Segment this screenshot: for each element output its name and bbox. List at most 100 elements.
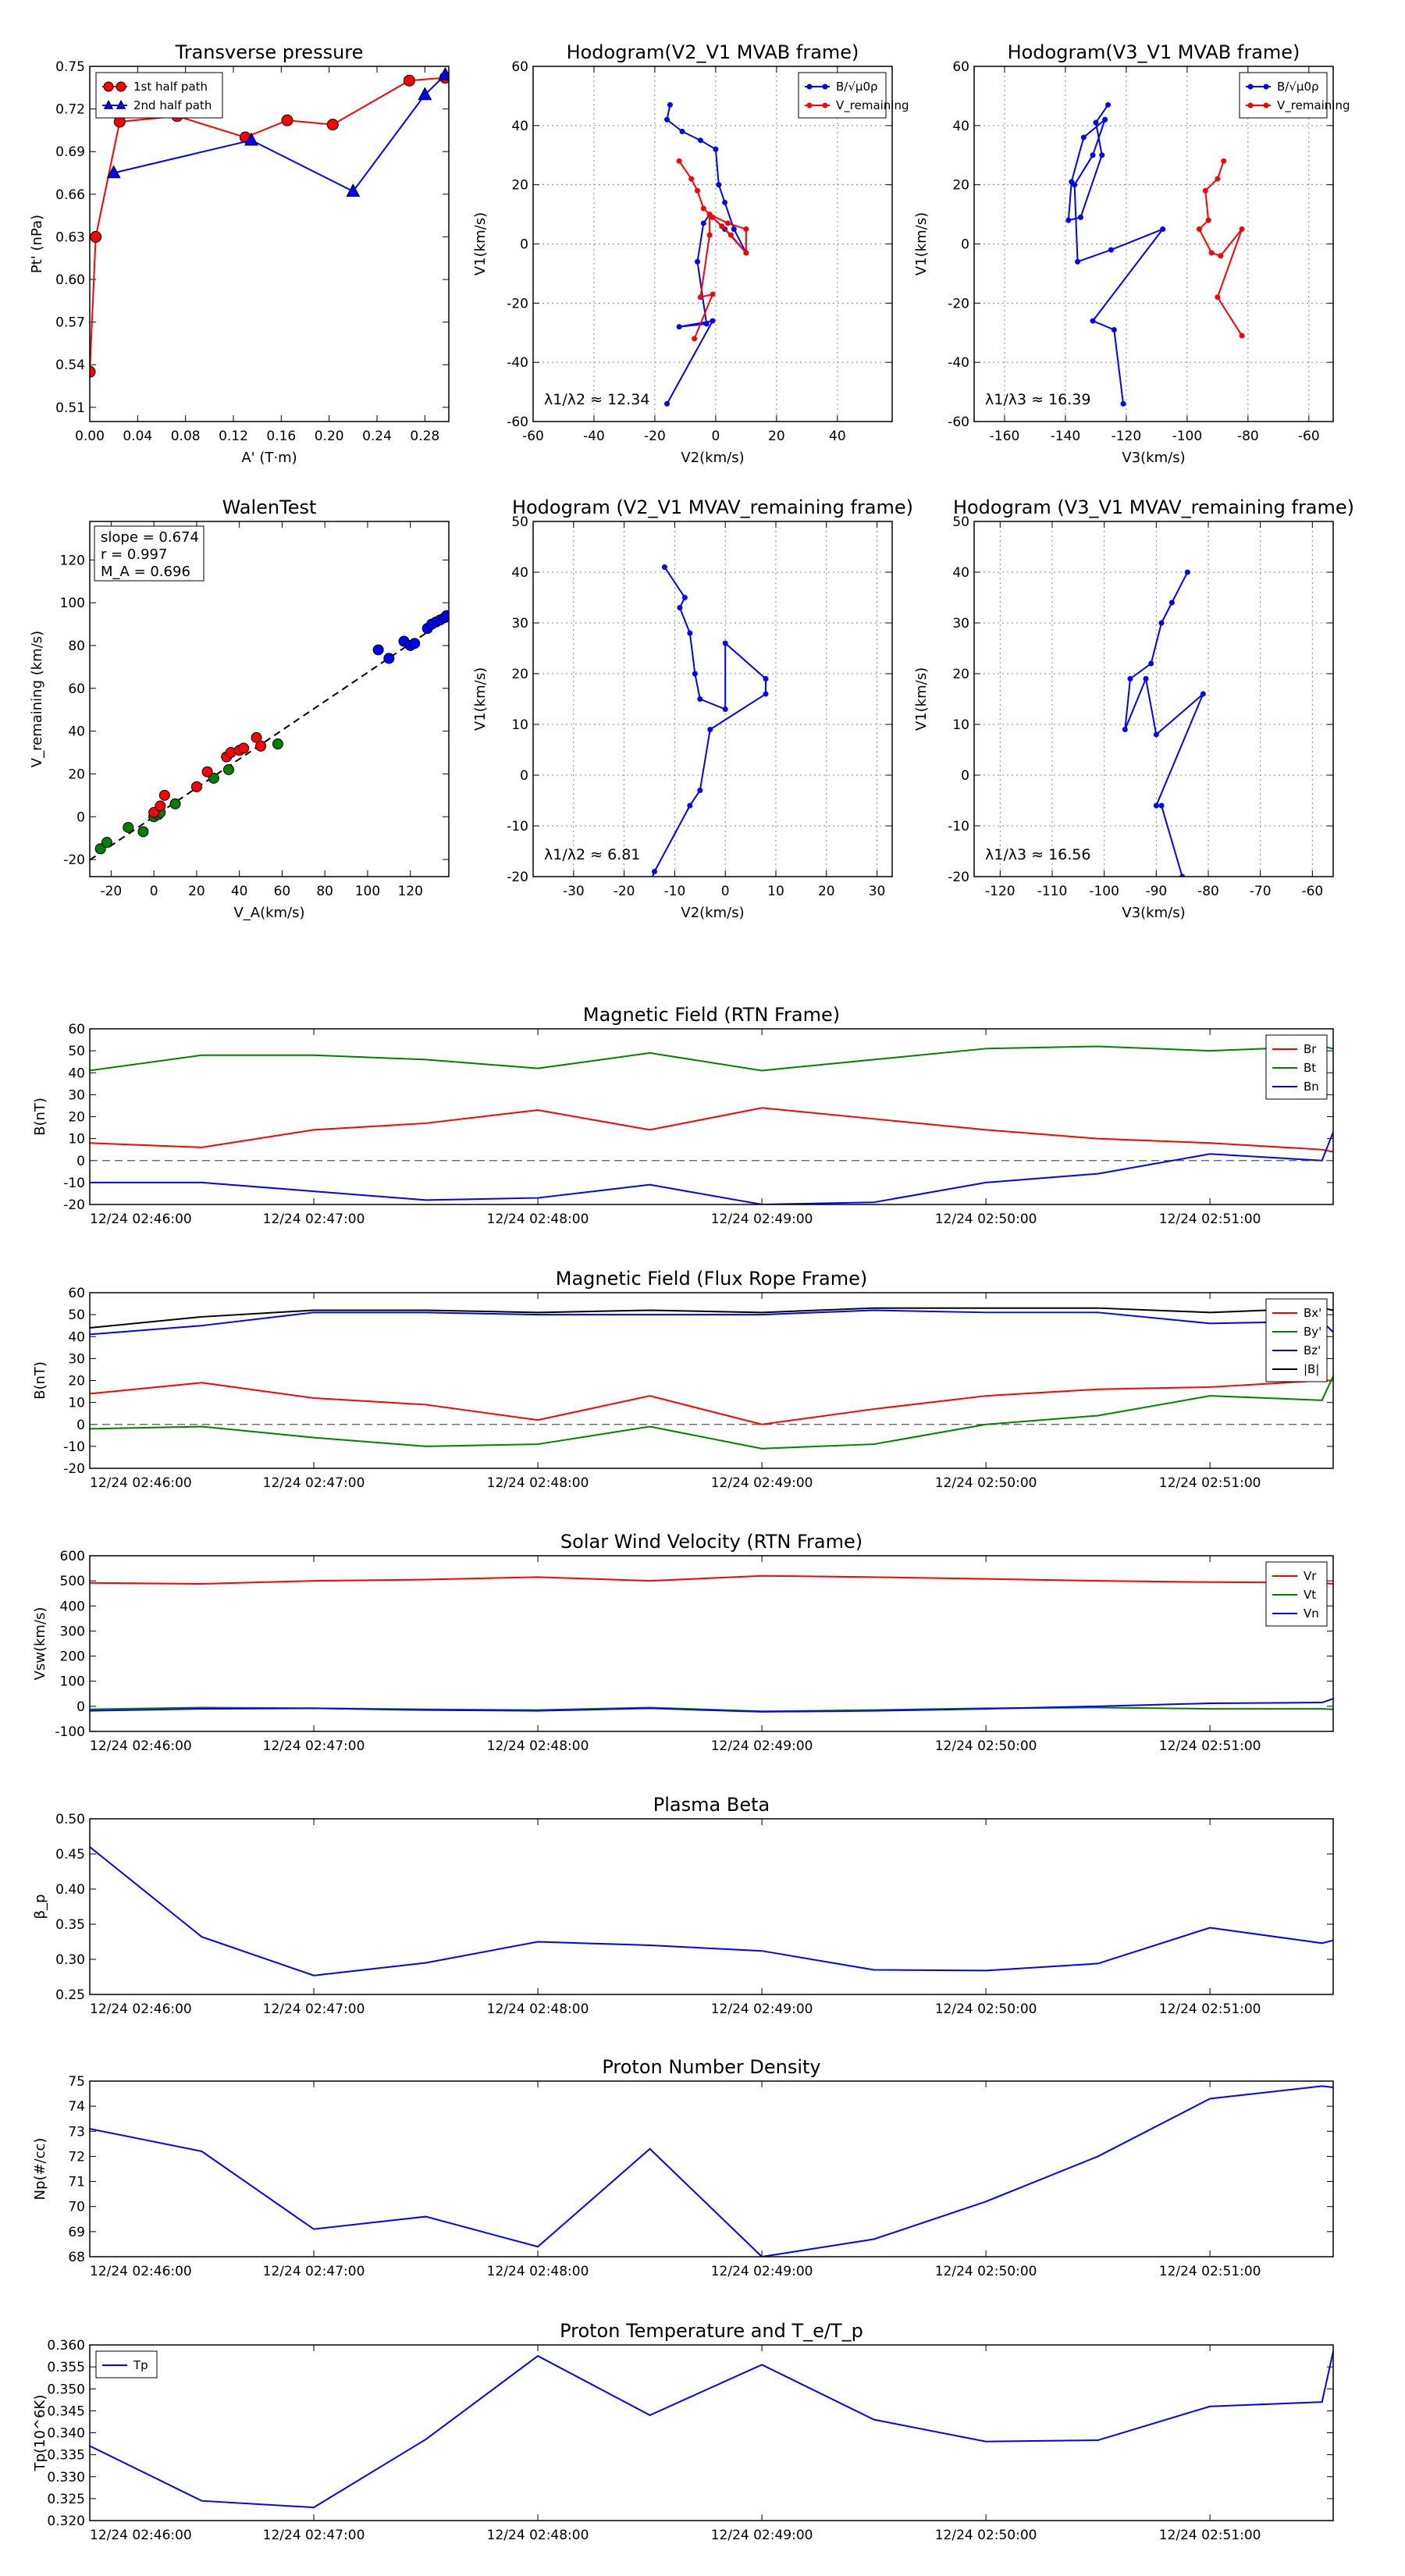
series-line-Br <box>90 1107 1333 1153</box>
data-point <box>137 826 149 838</box>
x-tick-label: -60 <box>1298 429 1320 444</box>
legend-label: 2nd half path <box>133 98 212 112</box>
chart-solar-wind-velocity: -100 0 100 200 300 400 500 600 12/24 02:46:00 12/… <box>32 1531 1334 1754</box>
stat-ma: M_A = 0.696 <box>101 564 190 580</box>
x-tick-label: 20 <box>818 884 835 899</box>
x-tick-label: -20 <box>614 884 635 899</box>
y-tick-label: 71 <box>68 2175 85 2190</box>
data-point <box>383 653 395 664</box>
data-point <box>1202 187 1208 194</box>
chart-title: Proton Temperature and T_e/T_p <box>560 2320 863 2342</box>
x-tick-label: 10 <box>767 884 784 899</box>
y-tick-label: -20 <box>948 870 969 885</box>
series-line-V_remaining <box>678 160 747 340</box>
data-point <box>1065 217 1072 223</box>
data-point <box>1108 247 1114 253</box>
y-tick-label: 20 <box>952 667 969 682</box>
time-tick-label: 12/24 02:51:00 <box>1159 2264 1261 2279</box>
data-point <box>676 158 682 164</box>
data-point <box>251 731 262 743</box>
x-tick-label: -30 <box>563 884 585 899</box>
x-tick-label: -80 <box>1237 429 1259 444</box>
chart-title: Transverse pressure <box>175 41 364 63</box>
data-point <box>1196 226 1202 233</box>
data-point <box>661 564 667 570</box>
chart-proton-temperature: 0.320 0.325 0.330 0.335 0.340 0.345 0.350 0.355… <box>32 2320 1334 2543</box>
data-point <box>116 81 126 92</box>
chart-title: Magnetic Field (RTN Frame) <box>583 1004 840 1026</box>
data-point <box>697 696 703 702</box>
y-tick-label: 0.335 <box>47 2448 85 2464</box>
y-tick-label: 40 <box>952 565 969 581</box>
y-axis-label: Pt' (nPa) <box>29 215 45 273</box>
y-axis-label: Tp(10^6K) <box>32 2395 48 2472</box>
data-point <box>1215 176 1221 182</box>
time-tick-label: 12/24 02:50:00 <box>935 1212 1037 1227</box>
data-point <box>1153 731 1159 738</box>
time-tick-label: 12/24 02:50:00 <box>935 2001 1037 2017</box>
data-point <box>222 763 234 775</box>
y-tick-label: 0.30 <box>55 1952 85 1968</box>
data-point <box>106 165 121 179</box>
chart-plasma-beta: 0.25 0.30 0.35 0.40 0.45 0.50 12/24 02:46:00 12… <box>32 1794 1334 2017</box>
y-tick-label: 30 <box>952 616 969 632</box>
data-point <box>101 837 112 849</box>
series-line-B/√μ0ρ <box>1067 104 1165 404</box>
plot-area <box>90 1307 1333 1450</box>
data-point <box>1080 134 1087 141</box>
data-point <box>706 212 713 218</box>
data-point <box>1168 600 1175 606</box>
x-tick-label: -100 <box>1172 429 1203 444</box>
x-tick-label: 0 <box>721 884 730 899</box>
x-axis-label: V3(km/s) <box>1122 450 1185 466</box>
stat-r: r = 0.997 <box>101 546 167 563</box>
stat-slope: slope = 0.674 <box>101 529 199 546</box>
data-point <box>1102 116 1108 123</box>
x-tick-label: 40 <box>829 429 846 444</box>
y-tick-label: 30 <box>68 1087 85 1103</box>
x-tick-label: -60 <box>1301 884 1323 899</box>
y-tick-label: -20 <box>63 1197 85 1213</box>
series-line-V_remaining <box>1198 161 1243 336</box>
series-line-beta <box>90 1846 1333 1976</box>
y-tick-label: 0.350 <box>47 2382 85 2397</box>
y-tick-label: 0.340 <box>47 2426 85 2442</box>
chart-proton-number-density: 68 69 70 71 72 73 74 75 12/24 02:46:00 12/24 02:4… <box>32 2056 1334 2279</box>
plot-area <box>90 610 449 861</box>
y-tick-label: 300 <box>60 1624 85 1639</box>
data-point <box>687 802 693 809</box>
series-line-hodogram <box>1124 571 1204 877</box>
data-point <box>722 706 728 712</box>
data-point <box>703 321 710 327</box>
y-tick-label: 0.325 <box>47 2492 85 2507</box>
series-line-Vn <box>90 1698 1333 1713</box>
x-tick-label: 0.16 <box>266 429 296 444</box>
time-tick-label: 12/24 02:46:00 <box>90 1475 192 1491</box>
y-tick-label: 500 <box>60 1574 85 1589</box>
legend: Bx' By' Bz' |B| <box>1265 1298 1328 1382</box>
data-point <box>664 116 670 123</box>
axes-frame <box>89 1292 1334 1469</box>
chart-title: Magnetic Field (Flux Rope Frame) <box>556 1268 867 1290</box>
y-tick-label: -10 <box>507 819 528 834</box>
series-line-Bt <box>90 1045 1333 1072</box>
y-tick-label: 75 <box>68 2074 85 2090</box>
x-tick-label: 100 <box>355 884 380 899</box>
axes-frame <box>89 1028 1334 1205</box>
data-point <box>238 742 250 754</box>
y-tick-label: 10 <box>68 1132 85 1147</box>
x-tick-label: 20 <box>768 429 785 444</box>
axes-frame <box>973 521 1334 877</box>
time-tick-label: 12/24 02:48:00 <box>487 1475 589 1491</box>
data-point <box>692 336 698 342</box>
legend-label: Bt <box>1304 1061 1316 1075</box>
chart-magnetic-field-rtn: -20 -10 0 10 20 30 40 50 60 12/24 02:46:00 12/24 0… <box>32 1004 1334 1227</box>
x-tick-label: 0.20 <box>315 429 344 444</box>
data-point <box>713 146 719 152</box>
time-tick-label: 12/24 02:51:00 <box>1159 2528 1261 2543</box>
y-axis-label: V_remaining (km/s) <box>29 631 45 767</box>
legend-label: Br <box>1304 1042 1317 1056</box>
series-line-Bx' <box>90 1379 1333 1425</box>
data-point <box>1158 802 1165 809</box>
